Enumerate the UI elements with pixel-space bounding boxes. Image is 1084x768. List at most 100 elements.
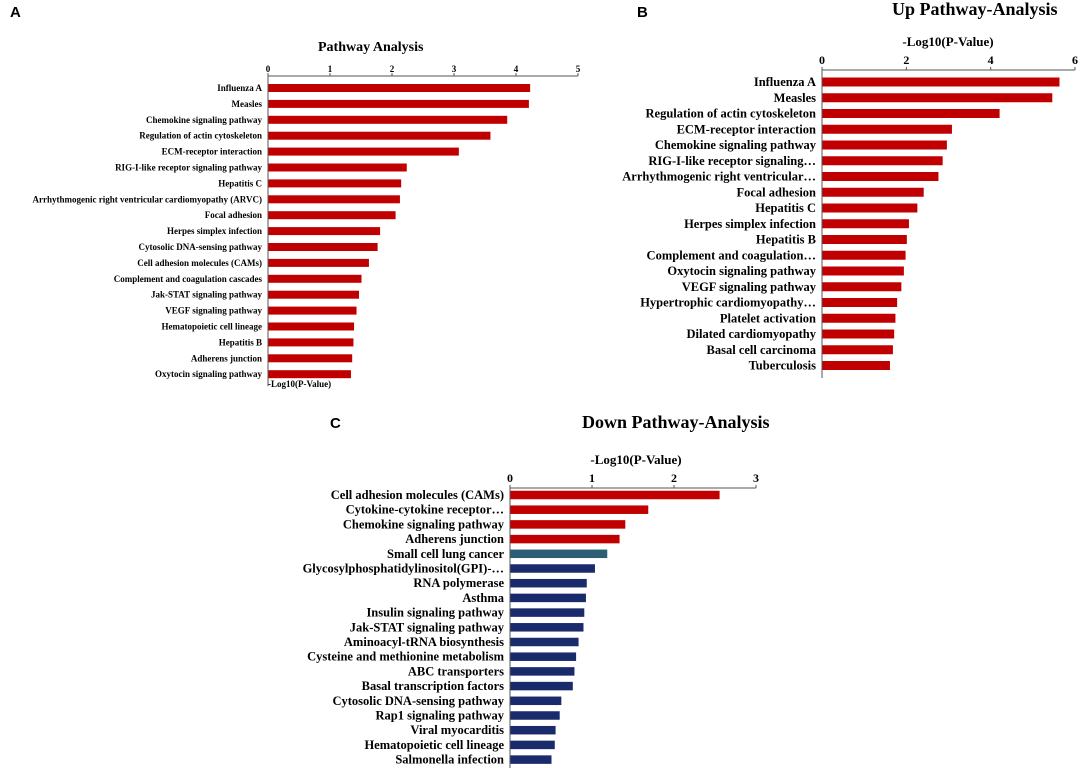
bar [510, 740, 555, 750]
bar [510, 623, 584, 632]
category-label: Cell adhesion molecules (CAMs) [331, 488, 504, 502]
bar [822, 172, 939, 181]
category-label: Influenza A [217, 83, 262, 93]
category-label: Basal transcription factors [362, 679, 504, 693]
category-label: Measles [774, 91, 816, 105]
category-label: Cytokine-cytokine receptor… [346, 503, 504, 517]
bar [268, 243, 378, 251]
bar [268, 274, 362, 283]
x-tick-label: 0 [266, 64, 271, 74]
bar [822, 124, 952, 134]
bar [268, 131, 491, 140]
category-label: VEGF signaling pathway [682, 280, 817, 294]
bar [822, 219, 909, 229]
chart-title: Up Pathway-Analysis [892, 0, 1058, 19]
category-label: Adherens junction [191, 353, 262, 363]
category-label: Oxytocin signaling pathway [667, 264, 816, 278]
category-label: Jak-STAT signaling pathway [350, 620, 505, 634]
category-label: ABC transporters [408, 664, 504, 678]
category-label: Arrhythmogenic right ventricular cardiom… [33, 194, 263, 204]
category-label: Cytosolic DNA-sensing pathway [332, 694, 504, 708]
bar [268, 115, 508, 124]
category-label: ECM-receptor interaction [677, 122, 816, 136]
bar [822, 187, 924, 197]
category-label: Chemokine signaling pathway [146, 115, 263, 125]
x-axis-label: -Log10(P-Value) [902, 34, 993, 49]
bar [510, 608, 585, 617]
bar [822, 235, 907, 244]
category-label: Regulation of actin cytoskeleton [646, 107, 817, 121]
category-label: Hepatitis B [756, 233, 816, 247]
bar [822, 313, 896, 323]
bar [510, 505, 649, 514]
category-label: Oxytocin signaling pathway [155, 369, 263, 379]
category-label: Chemokine signaling pathway [343, 517, 505, 531]
bar [510, 696, 562, 706]
x-tick-label: 1 [589, 471, 595, 485]
chart-title: Pathway Analysis [318, 40, 424, 55]
category-label: Small cell lung cancer [387, 547, 504, 561]
bar [268, 99, 529, 108]
category-label: Herpes simplex infection [684, 217, 816, 231]
category-label: Viral myocarditis [410, 723, 504, 737]
bar [268, 290, 360, 299]
category-label: Regulation of actin cytoskeleton [139, 131, 262, 141]
category-label: Jak-STAT signaling pathway [151, 290, 263, 300]
category-label: RIG-I-like receptor signaling pathway [115, 163, 262, 173]
category-label: Chemokine signaling pathway [655, 138, 817, 152]
bar [510, 490, 720, 500]
x-tick-label: 0 [819, 53, 825, 67]
category-label: Glycosylphosphatidylinositol(GPI)-… [303, 562, 504, 576]
x-axis-label: -Log10(P-Value) [268, 379, 331, 389]
bar [822, 109, 1000, 118]
category-label: Asthma [462, 591, 504, 605]
chart-title: Down Pathway-Analysis [582, 412, 770, 432]
bar [268, 227, 381, 236]
category-label: Cysteine and methionine metabolism [307, 650, 504, 664]
bar [822, 361, 890, 370]
category-label: RIG-I-like receptor signaling… [648, 154, 816, 168]
category-label: Herpes simplex infection [167, 226, 262, 236]
bar [822, 250, 906, 260]
bar [822, 93, 1053, 103]
x-tick-label: 3 [452, 64, 457, 74]
category-label: Tuberculosis [749, 359, 817, 373]
x-tick-label: 4 [988, 53, 994, 67]
category-label: Insulin signaling pathway [366, 606, 504, 620]
category-label: Hepatitis B [219, 337, 262, 347]
bar [822, 266, 904, 276]
bar [510, 725, 556, 735]
category-label: Hypertrophic cardiomyopathy… [640, 296, 816, 310]
category-label: RNA polymerase [413, 576, 504, 590]
panel-letter: C [330, 415, 341, 432]
bar [268, 147, 459, 156]
bar [510, 549, 608, 559]
bar [510, 520, 626, 529]
category-label: Arrhythmogenic right ventricular… [622, 170, 816, 184]
bar [268, 195, 400, 204]
bar [510, 652, 577, 661]
category-label: Complement and coagulation cascades [114, 274, 263, 284]
category-label: Adherens junction [405, 532, 504, 546]
x-tick-label: 2 [903, 53, 909, 67]
category-label: Aminoacyl-tRNA biosynthesis [344, 635, 504, 649]
bar [822, 282, 902, 292]
category-label: Hematopoietic cell lineage [162, 322, 262, 332]
x-tick-label: 5 [576, 64, 581, 74]
bar [822, 203, 918, 213]
bar [268, 370, 351, 379]
bar [510, 578, 587, 588]
x-tick-label: 4 [514, 64, 519, 74]
bar [510, 593, 586, 603]
bar [268, 84, 531, 92]
bar [822, 345, 893, 355]
bar [268, 211, 396, 220]
category-label: ECM-receptor interaction [162, 147, 262, 157]
bar [268, 322, 355, 331]
panel-letter: B [637, 4, 648, 21]
category-label: Platelet activation [720, 311, 816, 325]
bar [822, 140, 947, 150]
chart-panel-c: C Down Pathway-Analysis -Log10(P-Value) 0 1 2… [303, 412, 770, 768]
category-label: Complement and coagulation… [647, 248, 816, 262]
